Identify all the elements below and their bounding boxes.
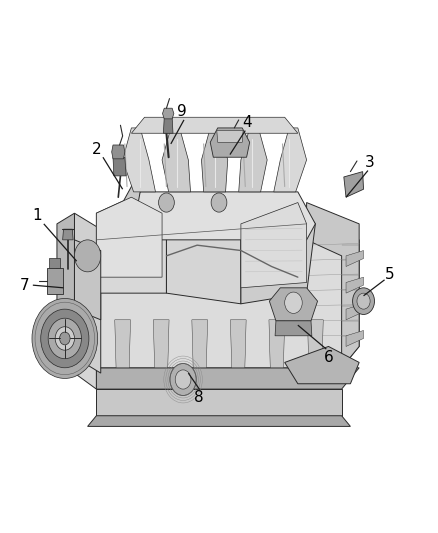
Polygon shape [74,213,101,373]
Polygon shape [74,240,101,320]
Polygon shape [274,128,307,192]
Polygon shape [346,277,364,293]
Polygon shape [74,240,96,368]
Circle shape [55,327,74,350]
Polygon shape [88,416,350,426]
Polygon shape [346,251,364,266]
Polygon shape [49,258,60,268]
Circle shape [74,240,101,272]
Polygon shape [230,320,246,368]
Circle shape [159,193,174,212]
Polygon shape [201,128,228,192]
Text: 3: 3 [365,155,375,170]
Circle shape [48,318,81,359]
Polygon shape [131,117,298,133]
Circle shape [32,298,98,378]
Polygon shape [307,320,323,368]
Polygon shape [96,197,162,277]
Polygon shape [163,117,173,133]
Polygon shape [217,131,243,142]
Polygon shape [47,268,63,294]
Polygon shape [74,229,96,389]
Polygon shape [275,321,312,336]
Polygon shape [153,320,169,368]
Polygon shape [166,213,241,304]
Polygon shape [162,128,191,192]
Polygon shape [112,145,125,159]
Polygon shape [285,346,359,384]
Text: 4: 4 [243,115,252,130]
Polygon shape [269,288,318,321]
Polygon shape [346,304,364,320]
Text: 2: 2 [92,142,101,157]
Polygon shape [241,203,307,288]
Circle shape [60,332,70,345]
Polygon shape [113,157,126,176]
Polygon shape [74,224,359,368]
Circle shape [41,309,89,368]
Text: 8: 8 [194,390,204,405]
Text: 7: 7 [19,278,29,293]
Polygon shape [192,320,208,368]
Polygon shape [123,128,155,192]
Polygon shape [210,128,250,157]
Polygon shape [57,213,74,357]
Polygon shape [96,197,166,293]
Polygon shape [63,229,73,240]
Text: 6: 6 [324,350,333,365]
Polygon shape [307,203,359,368]
Polygon shape [115,320,131,368]
Circle shape [353,288,374,314]
Circle shape [211,193,227,212]
Polygon shape [241,203,315,304]
Circle shape [285,292,302,313]
Circle shape [357,293,370,309]
Circle shape [175,370,191,389]
Polygon shape [344,172,364,197]
Circle shape [170,364,196,395]
Polygon shape [162,108,174,119]
Polygon shape [123,192,315,240]
Polygon shape [346,330,364,346]
Polygon shape [269,320,285,368]
Polygon shape [123,171,140,240]
Polygon shape [239,128,267,192]
Text: 5: 5 [385,267,395,282]
Text: 1: 1 [32,208,42,223]
Polygon shape [96,368,359,389]
Text: 9: 9 [177,104,187,119]
Polygon shape [96,389,342,416]
